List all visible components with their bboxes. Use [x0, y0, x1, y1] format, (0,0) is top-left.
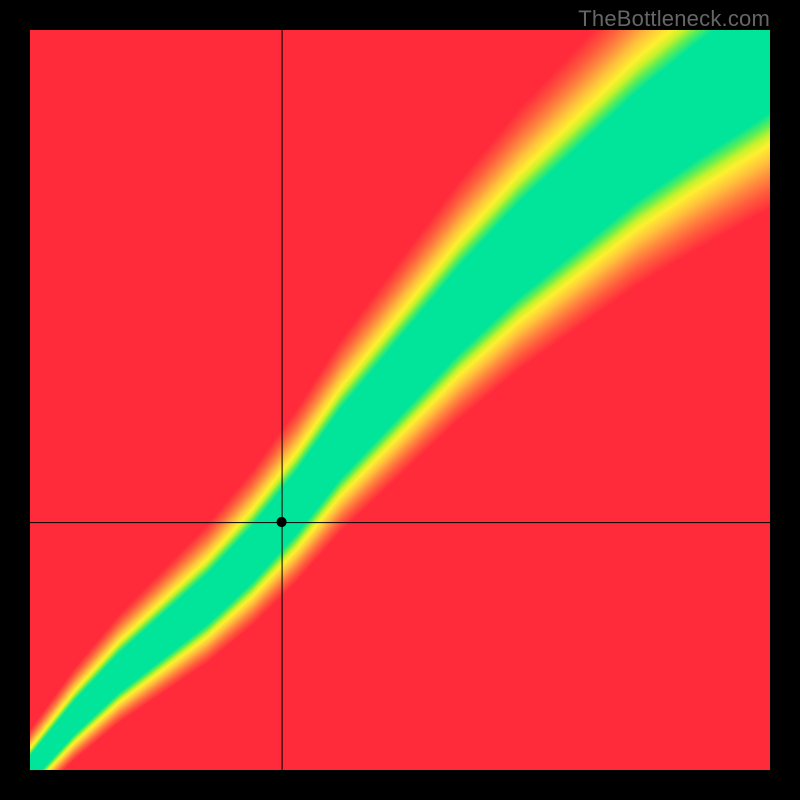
heatmap-canvas — [30, 30, 770, 770]
watermark-text: TheBottleneck.com — [578, 6, 770, 32]
heatmap-plot — [30, 30, 770, 770]
